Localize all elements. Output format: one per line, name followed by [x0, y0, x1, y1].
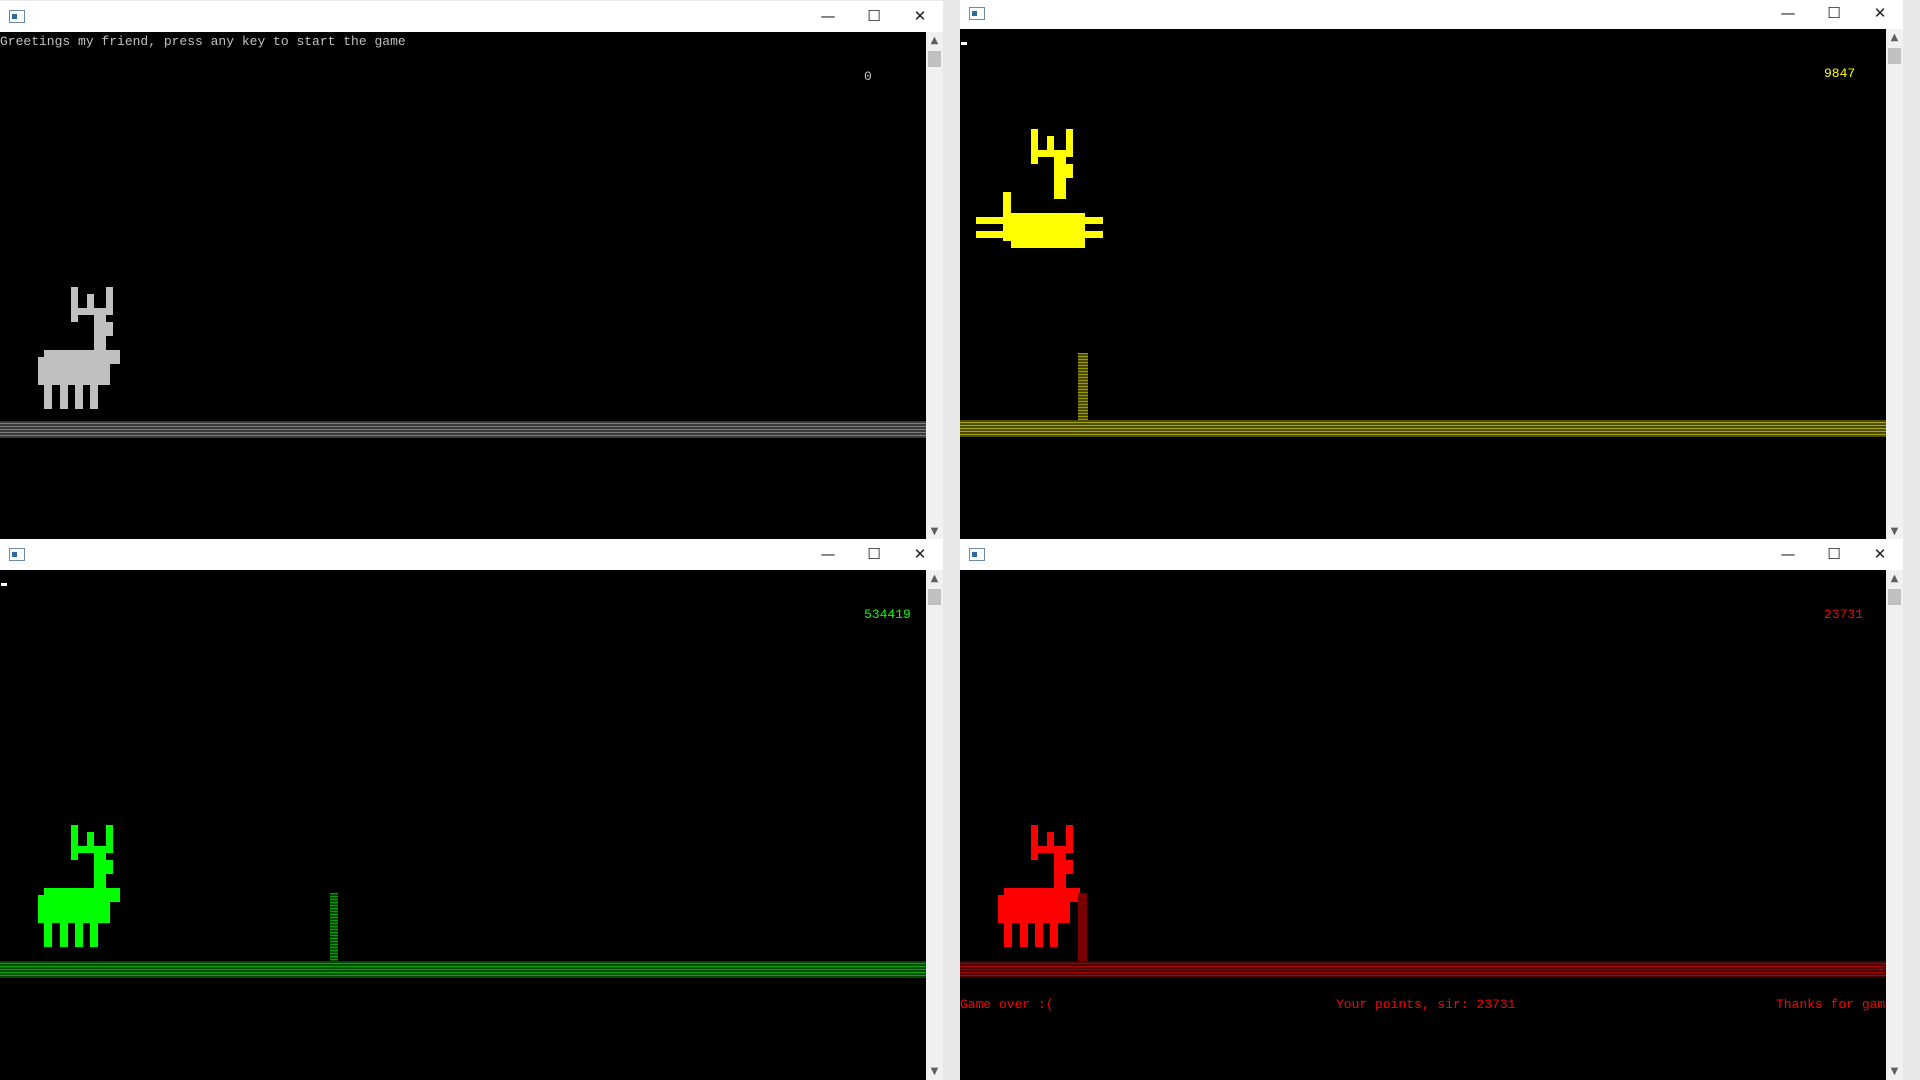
cactus-obstacle [1078, 353, 1088, 423]
score-counter: 23731 [1824, 607, 1864, 622]
scroll-down-icon[interactable]: ▼ [930, 526, 939, 537]
score-counter: 9847 [1824, 66, 1856, 81]
ground [0, 421, 926, 438]
maximize-icon[interactable]: ☐ [867, 545, 881, 563]
ground [960, 961, 1886, 978]
scrollbar[interactable]: ▲ ▼ [926, 32, 943, 540]
scroll-down-icon[interactable]: ▼ [930, 1066, 939, 1077]
console-window-start: — ☐ ✕ Greetings my friend, press any key… [0, 1, 943, 540]
scrollbar[interactable]: ▲ ▼ [1886, 570, 1903, 1080]
deer-sprite [38, 287, 120, 409]
minimize-icon[interactable]: — [1780, 545, 1796, 563]
console-app-icon [9, 10, 25, 23]
scrollbar[interactable]: ▲ ▼ [926, 570, 943, 1080]
scroll-thumb[interactable] [928, 51, 941, 67]
console-app-icon [969, 7, 985, 20]
score-counter: 0 [864, 69, 872, 84]
title-bar[interactable]: — ☐ ✕ [960, 539, 1903, 570]
console-screen[interactable]: 9847 [960, 29, 1886, 540]
ground [960, 420, 1886, 437]
minimize-icon[interactable]: — [820, 7, 836, 25]
minimize-icon[interactable]: — [1780, 4, 1796, 22]
console-app-icon [969, 548, 985, 561]
start-message: Greetings my friend, press any key to st… [0, 34, 406, 49]
maximize-icon[interactable]: ☐ [1827, 4, 1841, 22]
console-screen[interactable]: 534419 [0, 570, 926, 1080]
points-text: Your points, sir: 23731 [1336, 997, 1516, 1012]
scroll-thumb[interactable] [1888, 589, 1901, 605]
deer-sprite [998, 825, 1080, 947]
ground [0, 961, 926, 978]
maximize-icon[interactable]: ☐ [867, 7, 881, 25]
minimize-icon[interactable]: — [820, 545, 836, 563]
console-screen[interactable]: Greetings my friend, press any key to st… [0, 32, 926, 540]
scroll-up-icon[interactable]: ▲ [1890, 573, 1899, 584]
deer-sprite [38, 825, 120, 947]
console-screen[interactable]: 23731 Game over [960, 570, 1901, 1080]
scroll-thumb[interactable] [1888, 48, 1901, 64]
cactus-obstacle [1078, 893, 1087, 963]
scroll-down-icon[interactable]: ▼ [1890, 1066, 1899, 1077]
deer-sprite [976, 129, 1103, 248]
scrollbar[interactable]: ▲ ▼ [1886, 29, 1903, 540]
game-over-text: Game over :( [960, 997, 1054, 1012]
title-bar[interactable]: — ☐ ✕ [960, 0, 1903, 29]
console-window-running: — ☐ ✕ 534419 [0, 539, 943, 1080]
console-window-jumping: — ☐ ✕ 9847 [960, 0, 1903, 540]
thanks-text: Thanks for game! [1776, 997, 1901, 1012]
text-cursor [1, 583, 7, 586]
console-window-game-over: — ☐ ✕ 23731 [960, 539, 1903, 1080]
text-cursor [961, 42, 967, 45]
score-counter: 534419 [864, 607, 911, 622]
scroll-down-icon[interactable]: ▼ [1890, 526, 1899, 537]
close-icon[interactable]: ✕ [913, 545, 927, 563]
cactus-obstacle [330, 893, 338, 963]
scroll-up-icon[interactable]: ▲ [930, 35, 939, 46]
console-app-icon [9, 548, 25, 561]
scroll-up-icon[interactable]: ▲ [1890, 32, 1899, 43]
title-bar[interactable]: — ☐ ✕ [0, 539, 943, 570]
title-bar[interactable]: — ☐ ✕ [0, 1, 943, 32]
maximize-icon[interactable]: ☐ [1827, 545, 1841, 563]
close-icon[interactable]: ✕ [1873, 545, 1887, 563]
close-icon[interactable]: ✕ [913, 7, 927, 25]
scroll-up-icon[interactable]: ▲ [930, 573, 939, 584]
scroll-thumb[interactable] [928, 589, 941, 605]
close-icon[interactable]: ✕ [1873, 4, 1887, 22]
